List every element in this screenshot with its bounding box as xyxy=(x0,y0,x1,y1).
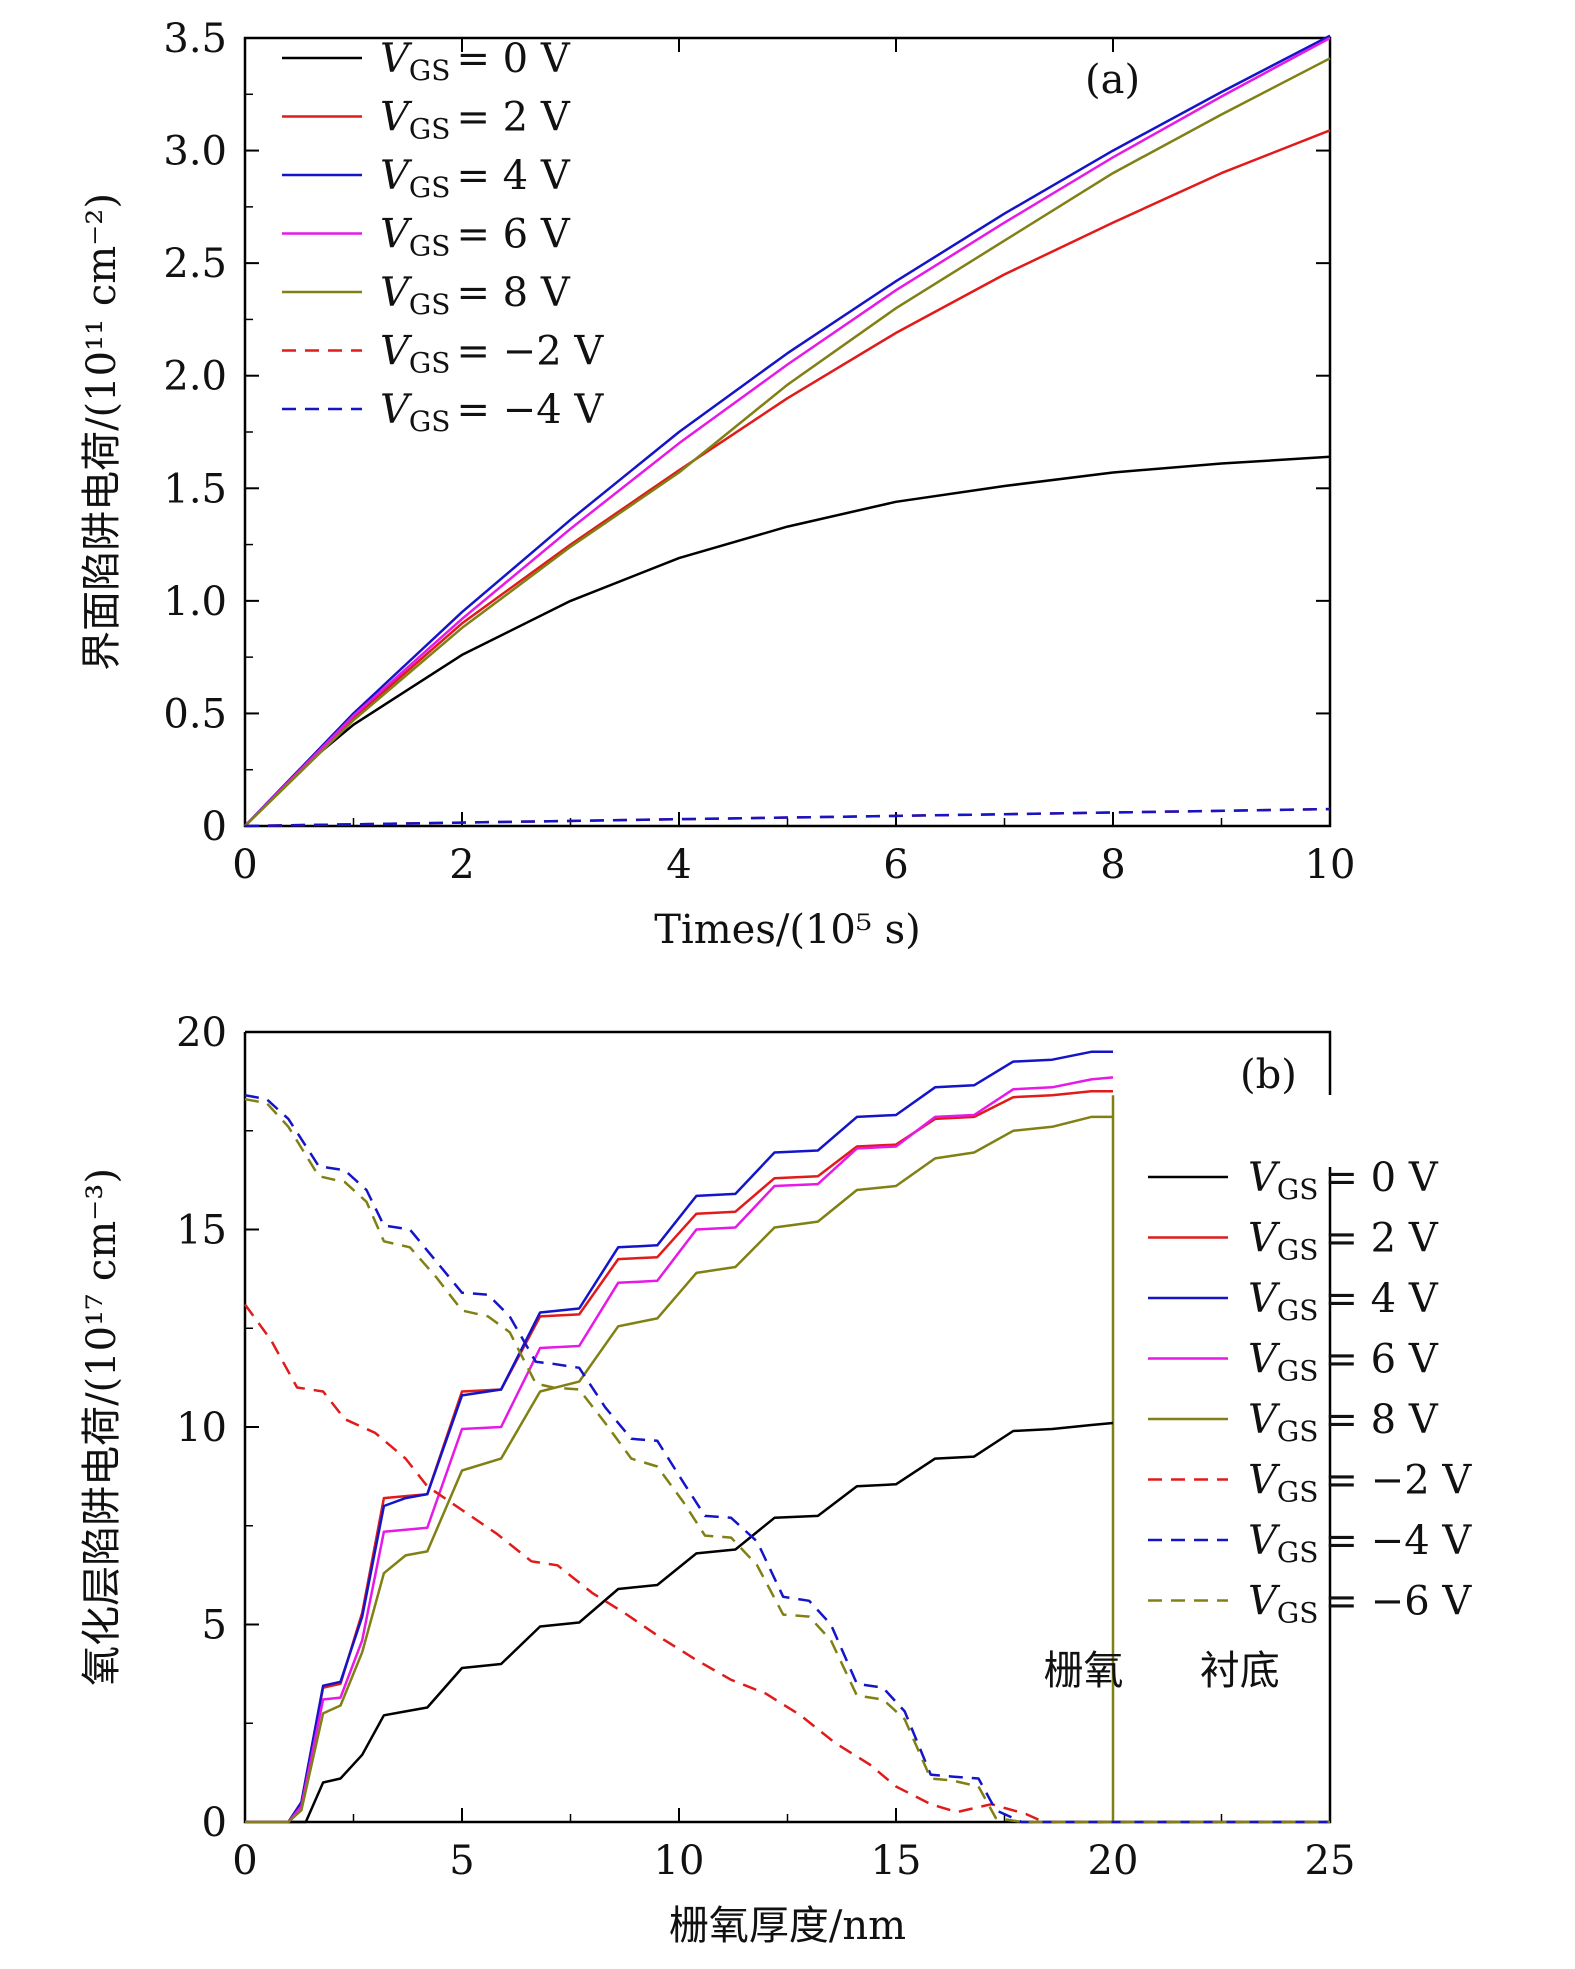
pb-legend: VGS = 0 V VGS = 2 V VGS = 4 V VGS = 6 V VGS = 8 V… xyxy=(1148,1155,1472,1630)
pb-y-tick-label: 5 xyxy=(202,1603,227,1649)
pb-panel-label: (b) xyxy=(1240,1052,1297,1098)
pb-series-line-2 xyxy=(245,1050,1113,1824)
pa-legend-label-1: VGS = 2 V xyxy=(380,95,571,146)
pb-y-tick-label: 10 xyxy=(176,1405,227,1451)
pb-x-tick-label: 20 xyxy=(1088,1838,1139,1884)
pb-x-axis-label: 栅氧厚度/nm xyxy=(669,1903,906,1949)
pa-legend-label-0: VGS = 0 V xyxy=(380,36,571,87)
pb-x-tick-label: 0 xyxy=(232,1838,257,1884)
pb-series-line-5 xyxy=(243,1303,1330,1824)
pa-y-tick-label: 1.0 xyxy=(163,579,227,625)
pb-legend-label-2: VGS = 4 V xyxy=(1248,1276,1439,1327)
pa-series-line-4 xyxy=(244,57,1331,827)
pa-y-axis-label: 界面陷阱电荷/(10¹¹ cm⁻²) xyxy=(79,193,125,671)
pb-series-line-7 xyxy=(244,1097,1330,1824)
pb-legend-label-6: VGS = −4 V xyxy=(1248,1518,1472,1569)
pb-legend-label-1: VGS = 2 V xyxy=(1248,1216,1439,1267)
pb-legend-label-3: VGS = 6 V xyxy=(1248,1337,1439,1388)
pb-annotation-0: 栅氧 xyxy=(1044,1648,1124,1694)
pb-x-tick-label: 5 xyxy=(449,1838,474,1884)
pa-x-tick-label: 6 xyxy=(883,842,908,888)
pa-series-line-6 xyxy=(244,807,1331,828)
pa-legend-label-4: VGS = 8 V xyxy=(380,270,571,321)
pb-series-line-3 xyxy=(245,1076,1114,1824)
pa-legend: VGS = 0 V VGS = 2 V VGS = 4 V VGS = 6 V VGS = 8 V… xyxy=(282,36,604,438)
pb-legend-label-0: VGS = 0 V xyxy=(1248,1155,1439,1206)
pb-series-line-1 xyxy=(245,1090,1113,1824)
panel-b-chart: 0 5 10 15 20 25 0 5 10 15 20 栅氧厚度/nm 氧化层陷阱电荷/(10¹⁷ c… xyxy=(79,1010,1472,1949)
pa-legend-label-2: VGS = 4 V xyxy=(380,153,571,204)
panel-a-chart: 0 2 4 6 8 10 0 0.5 1.0 1.5 2.0 2.5 3.0 3.5 Times/(10⁵ … xyxy=(79,16,1355,953)
pa-x-tick-label: 10 xyxy=(1305,842,1356,888)
pb-y-tick-label: 15 xyxy=(176,1208,227,1254)
pb-legend-label-5: VGS = −2 V xyxy=(1248,1458,1472,1509)
pa-legend-label-3: VGS = 6 V xyxy=(380,212,571,263)
pb-legend-label-4: VGS = 8 V xyxy=(1248,1397,1439,1448)
pb-series-line-4 xyxy=(245,1115,1113,1824)
pa-y-tick-label: 3.0 xyxy=(163,129,227,175)
pa-x-tick-label: 4 xyxy=(666,842,691,888)
pa-series-line-1 xyxy=(244,129,1331,827)
pa-y-tick-label: 1.5 xyxy=(163,466,227,512)
pa-series-line-3 xyxy=(244,36,1331,827)
pa-y-tick-label: 0.5 xyxy=(163,691,227,737)
pb-x-tick-label: 10 xyxy=(654,1838,705,1884)
pa-y-tick-label: 3.5 xyxy=(163,16,227,62)
pb-y-axis-label: 氧化层陷阱电荷/(10¹⁷ cm⁻³) xyxy=(79,1168,125,1686)
pb-annotation-1: 衬底 xyxy=(1200,1648,1280,1694)
pb-series-line-6 xyxy=(244,1093,1330,1824)
pa-x-tick-label: 0 xyxy=(232,842,257,888)
pa-x-tick-label: 2 xyxy=(449,842,474,888)
pb-y-tick-label: 20 xyxy=(176,1010,227,1056)
pb-x-tick-label: 15 xyxy=(871,1838,922,1884)
pa-series-line-0 xyxy=(244,455,1331,827)
pa-x-tick-label: 8 xyxy=(1100,842,1125,888)
pa-y-tick-label: 0 xyxy=(202,804,227,850)
pa-panel-label: (a) xyxy=(1085,57,1140,103)
pa-x-axis-label: Times/(10⁵ s) xyxy=(654,907,920,953)
pa-y-tick-label: 2.5 xyxy=(163,241,227,287)
pa-series-line-2 xyxy=(244,34,1331,827)
pb-plot-frame xyxy=(243,1030,1332,1824)
pb-series-line-0 xyxy=(245,1421,1114,1824)
pb-x-tick-label: 25 xyxy=(1305,1838,1356,1884)
pa-legend-label-6: VGS = −4 V xyxy=(380,387,604,438)
pb-y-tick-label: 0 xyxy=(202,1800,227,1846)
pa-legend-label-5: VGS = −2 V xyxy=(380,329,604,380)
pb-legend-label-7: VGS = −6 V xyxy=(1248,1579,1472,1630)
pa-y-tick-label: 2.0 xyxy=(163,354,227,400)
